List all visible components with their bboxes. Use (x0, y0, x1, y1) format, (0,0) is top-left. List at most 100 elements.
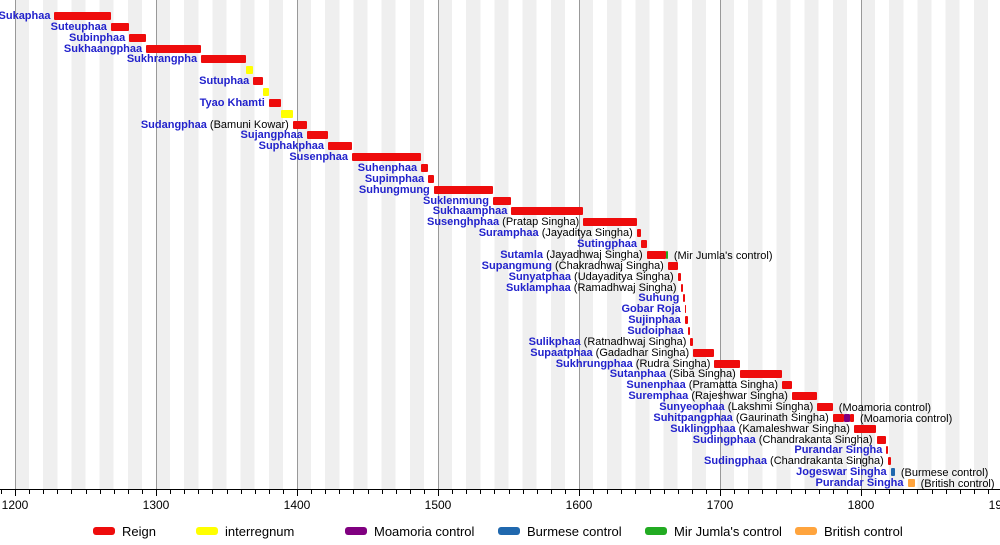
reign-bar (646, 250, 667, 259)
ruler-detail: (Bamuni Kowar) (206, 118, 289, 131)
axis-minor-tick (776, 490, 778, 494)
ruler-detail: (Pratap Singha) (499, 216, 580, 229)
legend-label: Mir Jumla's control (674, 523, 782, 539)
row-label: Subinphaa (69, 32, 125, 44)
ruler-name: Suklenmung (422, 194, 489, 207)
reign-bar (351, 153, 422, 162)
reign-bar (492, 196, 512, 205)
row-label: Sutuphaa (199, 75, 249, 87)
axis-minor-tick (889, 490, 891, 494)
legend-item-interregnum: interregnum (196, 523, 294, 539)
axis-minor-tick (85, 490, 87, 494)
axis-major-tick (438, 490, 439, 496)
ruler-detail: (Ramadhwaj Singha) (570, 281, 677, 294)
ruler-detail: (Lakshmi Singha) (724, 400, 814, 413)
row-label: Sunyeophaa (Lakshmi Singha) (659, 401, 813, 413)
ruler-detail: (Kamaleshwar Singha) (735, 422, 850, 435)
axis-major-tick (861, 490, 862, 496)
row-label: Purandar Singha (816, 477, 904, 489)
ruler-name: Sutanphaa (609, 368, 667, 381)
reign-bar (583, 218, 637, 227)
ruler-detail: (Pramatta Singha) (685, 379, 779, 392)
reign-bar (54, 12, 111, 20)
ruler-name: Sukhaamphaa (432, 205, 508, 218)
ruler-name: Sunyeophaa (659, 400, 725, 413)
axis-minor-tick (170, 490, 172, 494)
ruler-detail: (Udayaditya Singha) (570, 270, 674, 283)
axis-minor-tick (240, 490, 242, 494)
axis-minor-tick (748, 490, 750, 494)
legend-swatch-moamoria (345, 527, 367, 535)
axis-minor-tick (311, 490, 313, 494)
axis-minor-tick (367, 490, 369, 494)
ruler-detail: (Gaurinath Singha) (732, 411, 829, 424)
reign-bar (667, 261, 678, 270)
axis-minor-tick (43, 490, 45, 494)
reign-bar (641, 240, 647, 249)
axis-tick-label: 1900 (988, 498, 1000, 512)
row-label: Suremphaa (Rajeshwar Singha) (628, 390, 788, 402)
row-label: Jogeswar Singha (796, 466, 886, 478)
row-label: Suklenmung (423, 195, 489, 207)
row-label: Suteuphaa (51, 21, 107, 33)
row-label: Suklingphaa (Kamaleshwar Singha) (670, 423, 850, 435)
ruler-name: Sudingphaa (704, 455, 767, 468)
ruler-name: Suhenphaa (357, 162, 418, 175)
control-note: (British control) (920, 477, 995, 490)
reign-bar (110, 22, 130, 31)
axis-minor-tick (536, 490, 538, 494)
axis-minor-tick (325, 490, 327, 494)
axis-minor-tick (677, 490, 679, 494)
row-label: Susenphaa (289, 151, 348, 163)
axis-minor-tick (452, 490, 454, 494)
gridline-1400 (296, 0, 298, 489)
reign-bar (782, 381, 792, 390)
legend-item-mirjumla: Mir Jumla's control (645, 523, 782, 539)
burmese-bar (890, 468, 895, 477)
reign-bar (684, 305, 687, 314)
axis-minor-tick (282, 490, 284, 494)
decade-stripes (15, 0, 1000, 489)
ruler-name: Suphakphaa (258, 140, 325, 153)
row-label: Sulikphaa (Ratnadhwaj Singha) (529, 336, 687, 348)
axis-minor-tick (691, 490, 693, 494)
axis-minor-tick (29, 490, 31, 494)
reign-bar (680, 283, 684, 292)
reign-bar (739, 370, 783, 379)
reign-bar (636, 229, 642, 238)
axis-minor-tick (522, 490, 524, 494)
reign-bar (292, 120, 307, 129)
reign-bar (253, 77, 264, 86)
axis-minor-tick (607, 490, 609, 494)
axis-tick-label: 1700 (706, 498, 734, 512)
row-label: Supimphaa (365, 173, 424, 185)
row-label: Sukhrangpha (127, 53, 197, 65)
row-label: Sukhaamphaa (433, 205, 508, 217)
axis-minor-tick (254, 490, 256, 494)
ruler-name: Subinphaa (68, 31, 126, 44)
axis-minor-tick (395, 490, 397, 494)
axis-minor-tick (987, 490, 989, 494)
legend-swatch-british (795, 527, 817, 535)
ruler-name: Sutingphaa (577, 238, 638, 251)
ruler-detail: (Gadadhar Singha) (592, 346, 690, 359)
ruler-name: Purandar Singha (794, 444, 883, 457)
british-bar (907, 478, 915, 487)
reign-bar (849, 413, 854, 422)
axis-minor-tick (973, 490, 975, 494)
axis-minor-tick (409, 490, 411, 494)
ruler-name: Sunenphaa (626, 379, 686, 392)
row-label: Purandar Singha (794, 444, 882, 456)
axis-major-tick (15, 490, 16, 496)
axis-minor-tick (931, 490, 933, 494)
reign-bar (817, 402, 833, 411)
ruler-name: Gobar Roja (621, 303, 681, 316)
axis-minor-tick (593, 490, 595, 494)
axis-minor-tick (564, 490, 566, 494)
axis-minor-tick (705, 490, 707, 494)
axis-minor-tick (649, 490, 651, 494)
row-label: Suphakphaa (259, 140, 324, 152)
reign-bar (887, 457, 891, 466)
axis-major-tick (156, 490, 157, 496)
ruler-name: Sutuphaa (199, 75, 250, 88)
